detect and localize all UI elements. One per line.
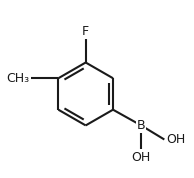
Text: OH: OH: [132, 151, 151, 164]
Text: CH₃: CH₃: [6, 72, 29, 85]
Text: F: F: [82, 25, 89, 38]
Text: OH: OH: [166, 133, 185, 146]
Text: B: B: [137, 119, 146, 132]
